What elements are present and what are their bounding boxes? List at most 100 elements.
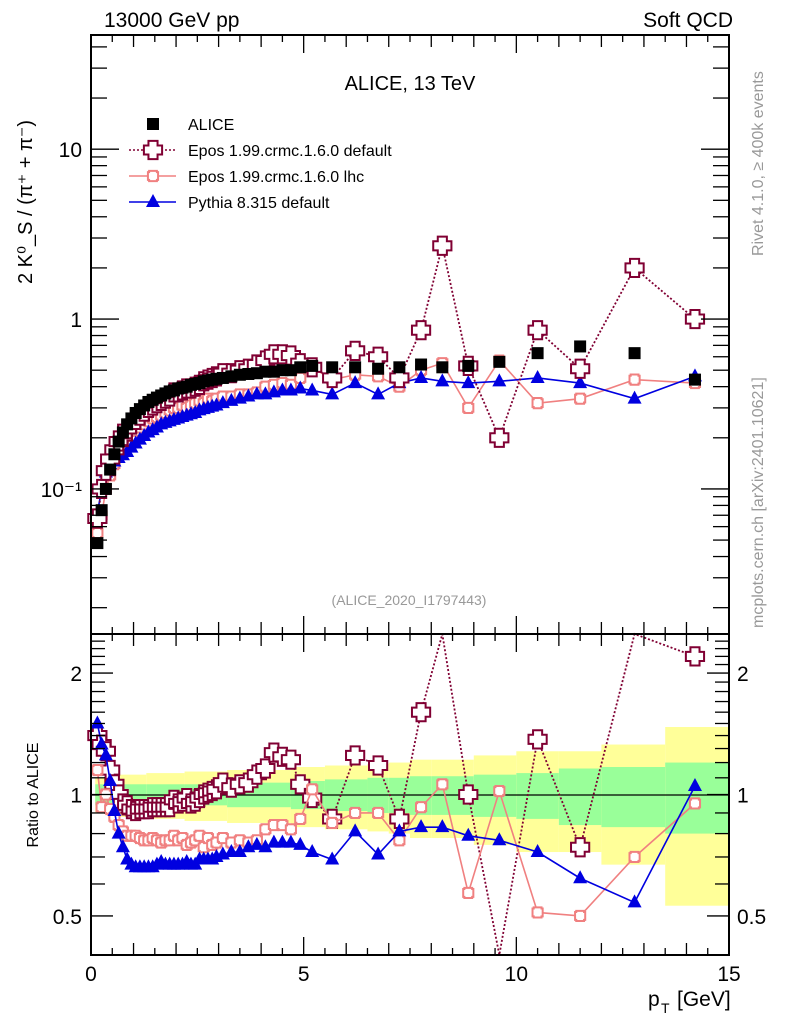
x-tick-label: 15 (717, 963, 740, 986)
main-panel-series (87, 235, 706, 550)
data-point (392, 823, 407, 837)
data-point (684, 308, 706, 330)
data-point (293, 836, 308, 850)
data-point (492, 832, 507, 846)
data-point (461, 375, 476, 389)
data-point (436, 778, 449, 791)
data-point (283, 834, 298, 848)
data-point (530, 844, 545, 858)
data-point (258, 839, 273, 853)
data-point (414, 819, 429, 833)
data-point (293, 380, 308, 394)
data-point (436, 361, 449, 374)
y-tick-label: 1 (70, 309, 82, 332)
data-point (294, 361, 307, 374)
data-point (527, 320, 548, 341)
data-point (94, 736, 109, 750)
band-inner (558, 768, 602, 826)
legend-item: Epos 1.99.crmc.1.6.0 default (129, 139, 392, 161)
data-point (574, 909, 587, 922)
data-point (410, 320, 432, 341)
series-alice (91, 340, 701, 550)
y-tick-label: 2 (70, 663, 82, 686)
main-y-axis-label: 2 K⁰_S / (π⁺ + π⁻) (15, 120, 37, 284)
data-point (98, 747, 113, 761)
mcplots-label: mcplots.cern.ch [arXiv:2401.10621] (750, 377, 767, 628)
legend-marker (146, 169, 160, 183)
data-point (414, 369, 429, 383)
data-point (410, 702, 432, 723)
data-point (232, 844, 247, 858)
y-tick-label: 10⁻¹ (41, 479, 82, 502)
y-tick-label-right: 2 (737, 663, 749, 686)
data-point (108, 448, 121, 461)
data-point (527, 729, 548, 750)
data-point (574, 392, 587, 405)
x-axis-label-unit: [GeV] (677, 988, 731, 1011)
ratio-series-pythia-8-315-default (90, 715, 702, 908)
data-point (492, 373, 507, 387)
data-point (570, 358, 591, 379)
data-point (103, 773, 118, 787)
data-point (624, 257, 645, 279)
data-point (326, 361, 339, 374)
data-point (435, 819, 450, 833)
data-point (306, 783, 319, 796)
data-point (493, 355, 506, 368)
band-inner (601, 766, 666, 828)
data-point (95, 504, 108, 517)
data-point (462, 359, 475, 372)
data-point (570, 837, 591, 858)
legend-marker (147, 118, 159, 130)
data-point (573, 375, 588, 389)
data-point (688, 373, 701, 386)
legend-item: Pythia 8.315 default (129, 194, 330, 212)
ratio-panel-series (87, 632, 706, 956)
data-point (462, 401, 475, 414)
data-point (573, 870, 588, 884)
y-tick-label: 1 (70, 785, 82, 808)
data-point (368, 755, 389, 776)
legend-label: Epos 1.99.crmc.1.6.0 lhc (188, 169, 364, 186)
legend-label: Pythia 8.315 default (188, 195, 330, 212)
legend-item: Epos 1.99.crmc.1.6.0 lhc (129, 169, 364, 186)
data-point (531, 397, 544, 410)
data-point (349, 806, 362, 820)
data-point (294, 812, 307, 825)
data-point (414, 801, 428, 814)
data-point (104, 463, 117, 476)
data-point (322, 367, 343, 389)
data-point (627, 390, 642, 404)
y-tick-label-right: 0.5 (737, 906, 766, 929)
data-point (531, 347, 544, 360)
legend-item: ALICE (147, 117, 234, 134)
data-point (91, 763, 104, 777)
main-panel-frame (90, 34, 730, 635)
data-point (284, 823, 297, 836)
ratio-y-axis-label-text: Ratio to ALICE (25, 743, 42, 848)
data-point (325, 386, 340, 400)
y-tick-label-right: 1 (737, 785, 749, 808)
analysis-label: (ALICE_2020_I1797443) (332, 592, 487, 608)
legend-label: ALICE (188, 117, 234, 134)
data-point (628, 347, 641, 360)
data-point (628, 373, 641, 386)
data-point (393, 834, 406, 847)
x-axis-label-p: p (648, 988, 660, 1011)
data-point (372, 362, 385, 375)
data-point (435, 373, 450, 387)
data-point (284, 364, 297, 377)
data-point (348, 375, 363, 389)
data-point (461, 827, 476, 841)
header-left: 13000 GeV pp (104, 9, 239, 32)
data-point (90, 715, 105, 729)
data-point (305, 844, 320, 858)
data-point (326, 816, 339, 830)
data-point (489, 427, 510, 448)
data-point (688, 797, 702, 810)
data-point (249, 836, 264, 850)
data-point (345, 745, 366, 766)
data-point (684, 646, 706, 667)
y-tick-label: 10 (59, 139, 82, 162)
data-point (115, 839, 130, 853)
